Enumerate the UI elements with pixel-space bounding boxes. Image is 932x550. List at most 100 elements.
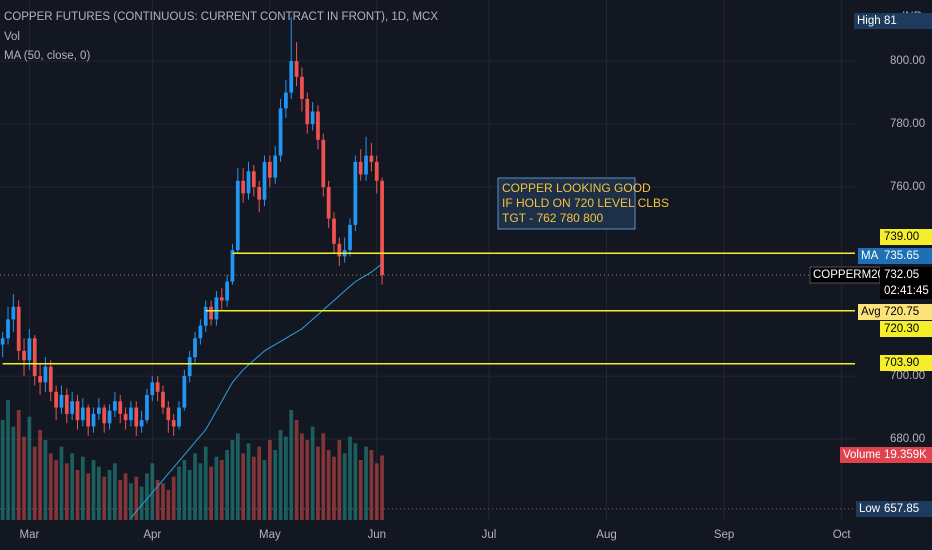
candle-body xyxy=(22,350,26,361)
volume-bar xyxy=(326,450,331,520)
annotation-line: COPPER LOOKING GOOD xyxy=(502,181,651,195)
candle-body xyxy=(70,401,75,414)
price-tag-name xyxy=(858,304,880,320)
volume-bar xyxy=(38,430,42,520)
candle-body xyxy=(374,161,379,181)
price-tag-text: 732.05 xyxy=(884,269,919,281)
volume-bar xyxy=(337,440,342,520)
price-tag xyxy=(880,304,932,320)
volume-bar xyxy=(209,466,213,520)
candle-body xyxy=(129,407,133,421)
volume-bar xyxy=(187,470,192,520)
candle-body xyxy=(369,155,374,162)
candle-body xyxy=(134,407,139,427)
volume-bar xyxy=(251,456,256,520)
candle-body xyxy=(171,420,176,427)
volume-bar xyxy=(246,443,251,520)
price-tag xyxy=(880,501,932,517)
price-tag xyxy=(880,447,932,463)
annotation-line: IF HOLD ON 720 LEVEL CLBS xyxy=(502,196,669,210)
candle-body xyxy=(11,306,16,320)
y-tick-label: 800.00 xyxy=(890,55,925,67)
volume-bar xyxy=(171,476,176,520)
price-tag-name xyxy=(840,447,880,463)
volume-bar xyxy=(129,483,133,520)
candle-body xyxy=(91,413,96,427)
ma-legend[interactable]: MA (50, close, 0) xyxy=(4,50,90,62)
candle-body xyxy=(321,139,326,188)
volume-bar xyxy=(166,490,171,520)
price-tag-text: 657.85 xyxy=(884,503,919,515)
candle-body xyxy=(353,161,358,225)
candle-body xyxy=(64,394,69,414)
candle-body xyxy=(182,376,187,408)
candle-body xyxy=(38,376,42,383)
price-tag xyxy=(880,267,932,283)
x-tick-label: Jun xyxy=(367,529,386,541)
volume-bar xyxy=(380,455,384,520)
volume-bar xyxy=(203,446,208,520)
candle-body xyxy=(294,61,299,77)
candle-body xyxy=(177,407,181,427)
countdown-bg xyxy=(880,283,932,299)
volume-bar xyxy=(369,450,374,520)
candle-body xyxy=(59,394,64,408)
volume-bar xyxy=(59,446,64,520)
volume-bar xyxy=(155,480,160,520)
volume-bar xyxy=(321,433,326,520)
volume-bar xyxy=(107,470,112,520)
candle-body xyxy=(235,180,240,251)
volume-bar xyxy=(96,466,101,520)
candle-body xyxy=(48,366,53,392)
volume-bar xyxy=(284,436,288,520)
candle-body xyxy=(273,155,278,178)
candle-body xyxy=(305,98,310,125)
countdown: 02:41:45 xyxy=(884,285,929,297)
volume-bar xyxy=(123,473,128,520)
price-tag-name-text: High xyxy=(857,15,881,27)
candle-body xyxy=(187,357,192,377)
candle-body xyxy=(155,382,160,392)
price-tag xyxy=(880,321,932,337)
candle-body xyxy=(6,319,10,339)
x-tick-label: May xyxy=(259,529,281,541)
x-tick-label: Jul xyxy=(482,529,497,541)
y-tick-label: 680.00 xyxy=(890,433,925,445)
price-tag-name xyxy=(856,501,880,517)
volume-bar xyxy=(364,446,368,520)
candle-body xyxy=(150,382,155,395)
price-tag xyxy=(880,13,932,29)
candle-body xyxy=(267,161,272,178)
volume-legend[interactable]: Vol xyxy=(4,31,20,43)
price-tag-text: 720.75 xyxy=(884,306,919,318)
candle-body xyxy=(75,401,80,421)
annotation-line: TGT - 762 780 800 xyxy=(502,211,604,225)
price-tag-name-text: Low xyxy=(859,503,881,515)
volume-bar xyxy=(80,456,85,520)
candle-body xyxy=(102,407,107,424)
candle-body xyxy=(289,61,294,93)
annotation-box[interactable] xyxy=(497,177,636,230)
volume-bar xyxy=(219,460,224,520)
volume-bar xyxy=(241,453,246,520)
candle-body xyxy=(300,76,304,99)
volume-bar xyxy=(91,460,96,520)
y-tick-label: 780.00 xyxy=(890,118,925,130)
volume-bar xyxy=(332,456,336,520)
volume-bar xyxy=(182,460,187,520)
candle-body xyxy=(166,407,171,421)
volume-bar xyxy=(48,453,53,520)
candle-body xyxy=(54,391,58,408)
candle-body xyxy=(32,338,37,377)
volume-bar xyxy=(27,416,32,520)
candle-body xyxy=(118,401,123,414)
price-tag-text: 739.00 xyxy=(884,231,919,243)
volume-bar xyxy=(342,453,347,520)
volume-bar xyxy=(0,420,5,520)
price-tag-name xyxy=(854,13,880,29)
candle-body xyxy=(161,391,165,408)
volume-bar xyxy=(75,470,80,520)
volume-bar xyxy=(214,456,219,520)
ma-line xyxy=(130,263,383,519)
